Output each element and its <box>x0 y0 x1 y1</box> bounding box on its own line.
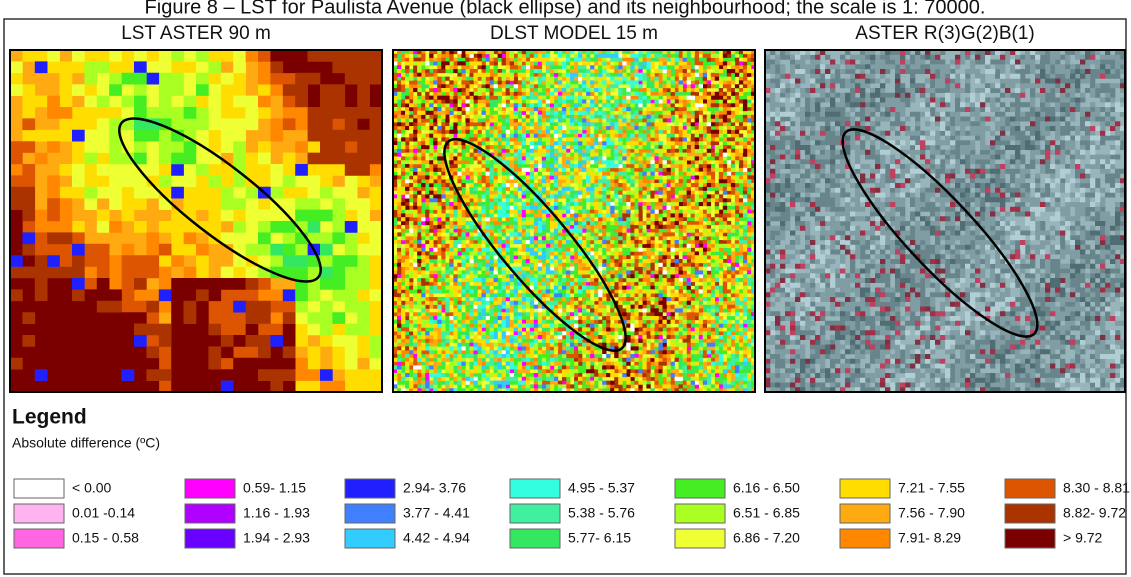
legend-swatch <box>1005 504 1055 523</box>
legend-swatch <box>1005 479 1055 498</box>
legend-label: 2.94- 3.76 <box>403 480 466 496</box>
legend-label: 4.42 - 4.94 <box>403 530 470 546</box>
legend: < 0.00 0.01 -0.14 0.15 - 0.58 0.59- 1.15 1.1… <box>14 479 1130 548</box>
legend-label: < 0.00 <box>72 480 112 496</box>
legend-swatch <box>185 529 235 548</box>
rasters <box>10 50 1125 392</box>
legend-label: 6.86 - 7.20 <box>733 530 800 546</box>
legend-title: Legend <box>12 406 87 429</box>
legend-swatch <box>675 504 725 523</box>
legend-label: 1.16 - 1.93 <box>243 505 310 521</box>
legend-label: 5.77- 6.15 <box>568 530 631 546</box>
legend-label: 3.77 - 4.41 <box>403 505 470 521</box>
legend-label: 6.51 - 6.85 <box>733 505 800 521</box>
panel-title: DLST MODEL 15 m <box>490 23 658 44</box>
panel-title: LST ASTER 90 m <box>121 23 271 44</box>
legend-swatch <box>345 504 395 523</box>
legend-swatch <box>675 479 725 498</box>
legend-swatch <box>14 479 64 498</box>
legend-swatch <box>840 479 890 498</box>
legend-label: 7.56 - 7.90 <box>898 505 965 521</box>
legend-label: > 9.72 <box>1063 530 1103 546</box>
caption: Figure 8 – LST for Paulista Avenue (blac… <box>145 0 986 18</box>
legend-swatch <box>675 529 725 548</box>
legend-subtitle: Absolute difference (ºC) <box>12 435 160 451</box>
legend-swatch <box>510 479 560 498</box>
legend-swatch <box>840 504 890 523</box>
legend-swatch <box>510 504 560 523</box>
legend-label: 0.59- 1.15 <box>243 480 306 496</box>
legend-label: 1.94 - 2.93 <box>243 530 310 546</box>
figure: Figure 8 – LST for Paulista Avenue (blac… <box>0 0 1131 577</box>
legend-swatch <box>345 529 395 548</box>
legend-swatch <box>14 529 64 548</box>
legend-label: 7.21 - 7.55 <box>898 480 965 496</box>
panel-title: ASTER R(3)G(2)B(1) <box>855 23 1034 44</box>
legend-label: 5.38 - 5.76 <box>568 505 635 521</box>
legend-swatch <box>345 479 395 498</box>
legend-swatch <box>840 529 890 548</box>
legend-swatch <box>1005 529 1055 548</box>
legend-label: 7.91- 8.29 <box>898 530 961 546</box>
legend-swatch <box>14 504 64 523</box>
legend-label: 4.95 - 5.37 <box>568 480 635 496</box>
legend-swatch <box>510 529 560 548</box>
legend-swatch <box>185 504 235 523</box>
legend-label: 8.82- 9.72 <box>1063 505 1126 521</box>
legend-label: 8.30 - 8.81 <box>1063 480 1130 496</box>
legend-label: 0.01 -0.14 <box>72 505 135 521</box>
legend-swatch <box>185 479 235 498</box>
legend-label: 6.16 - 6.50 <box>733 480 800 496</box>
legend-label: 0.15 - 0.58 <box>72 530 139 546</box>
